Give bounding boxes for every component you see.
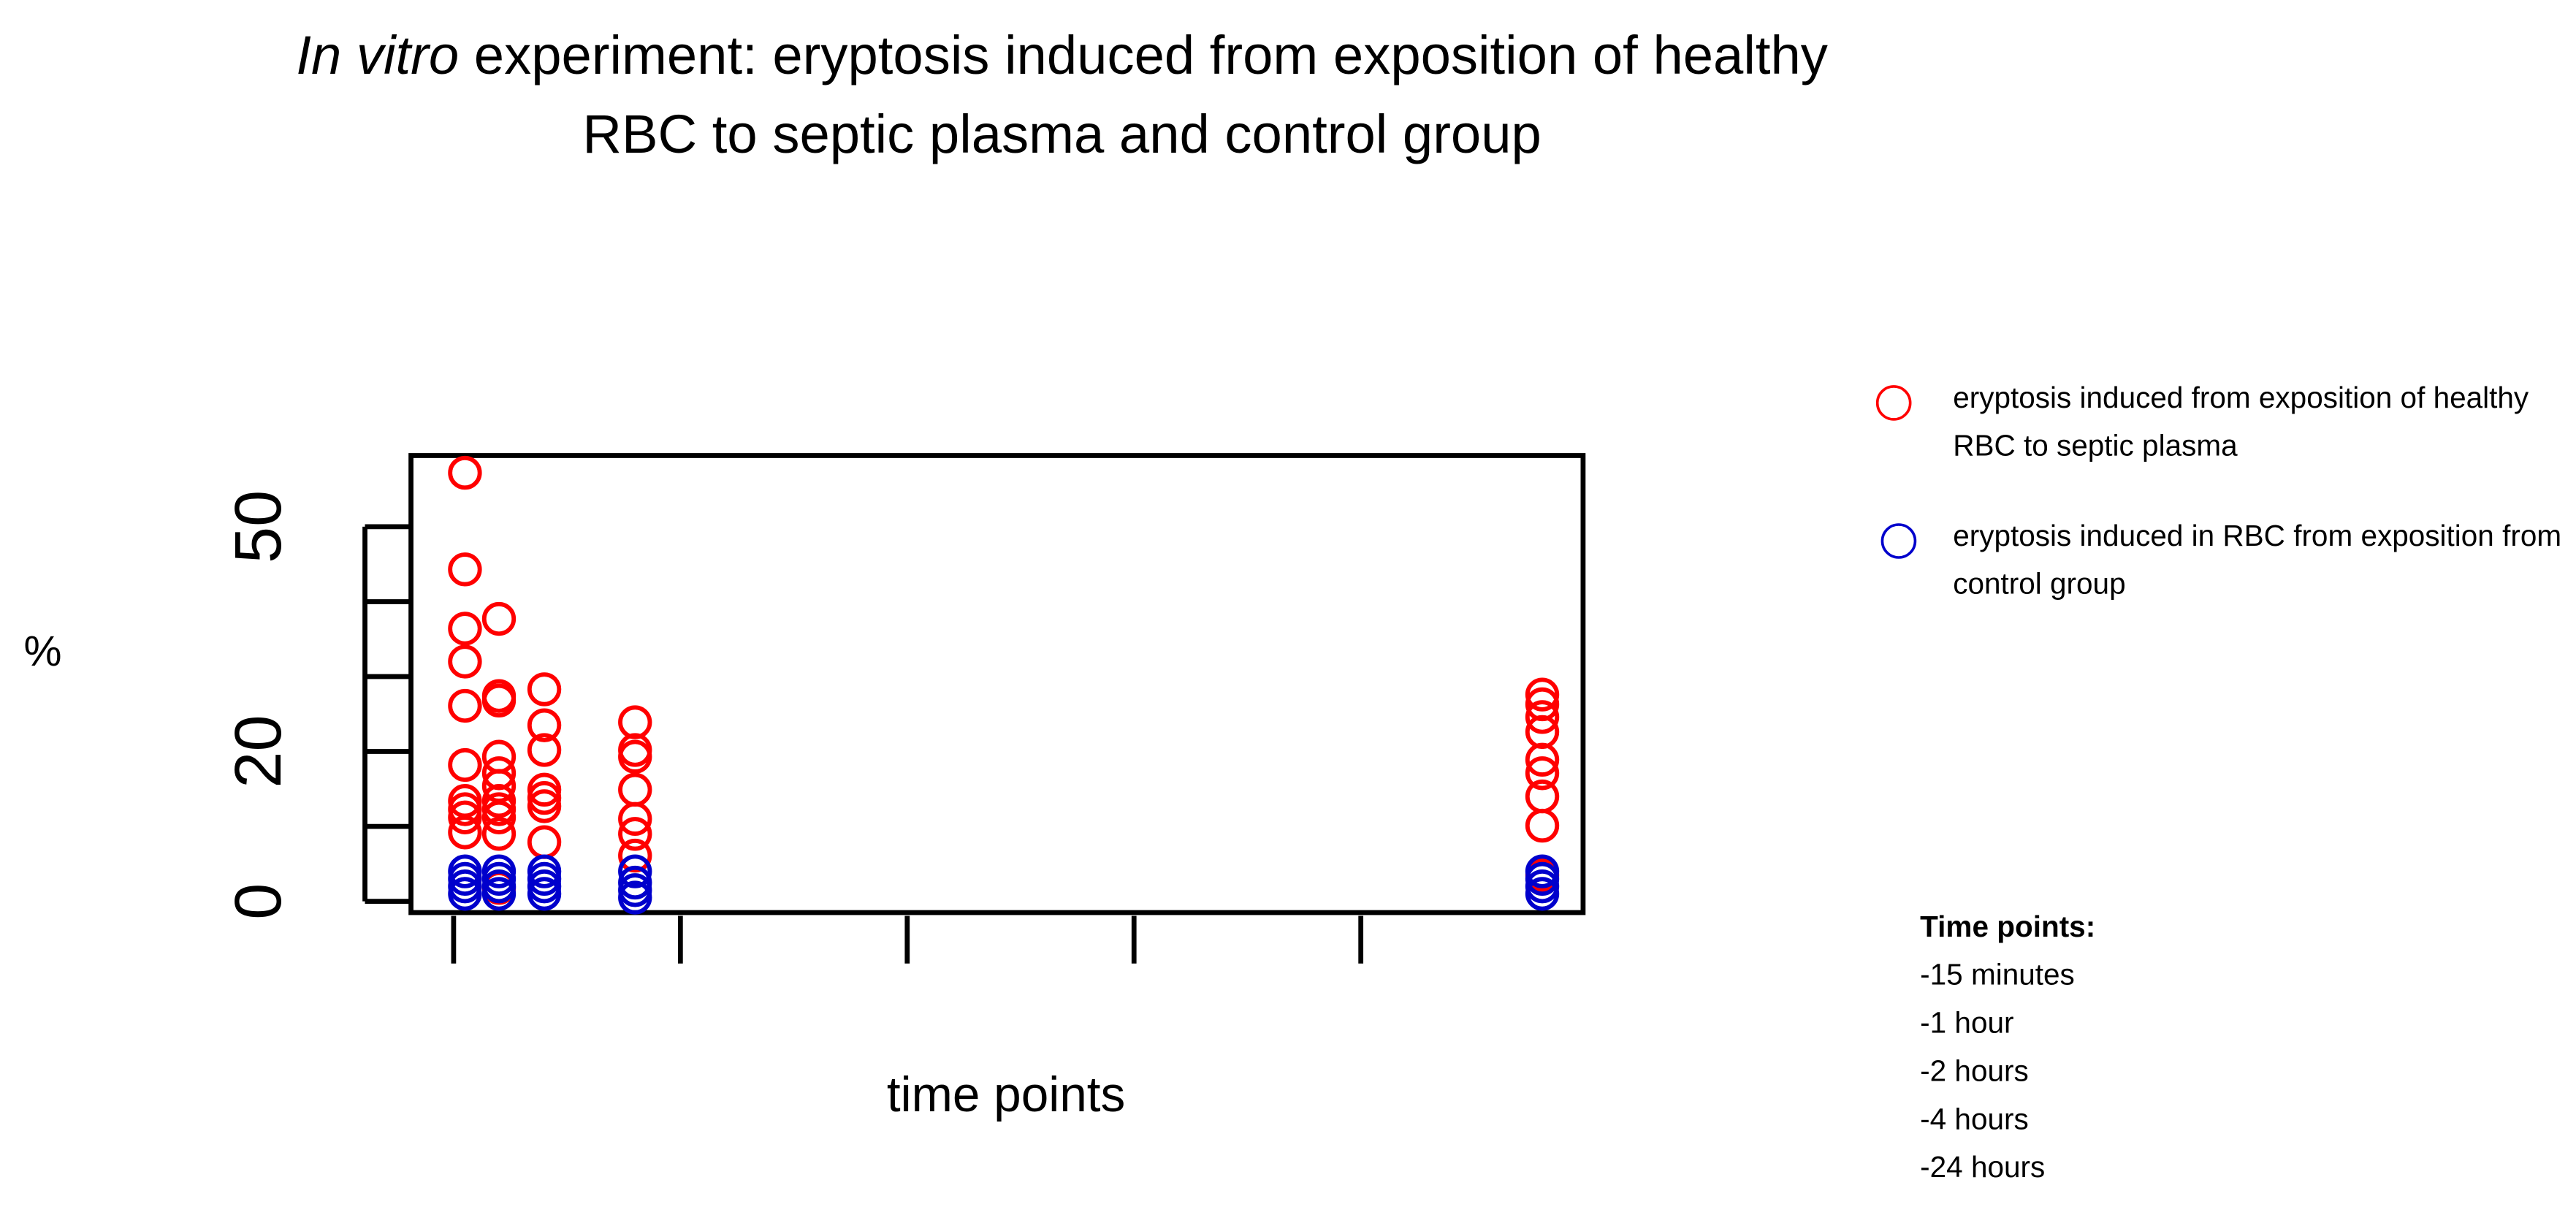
data-point	[618, 733, 652, 767]
data-point	[481, 800, 517, 834]
data-point	[527, 789, 562, 823]
data-point	[481, 784, 517, 818]
data-point	[448, 800, 482, 834]
chart-title: RBC to septic plasma and control group	[582, 104, 1541, 164]
data-point	[1525, 742, 1560, 777]
data-point	[481, 792, 517, 826]
y-tick-label: 50	[222, 490, 295, 563]
legend-entry: eryptosis induced in RBC from exposition…	[1953, 519, 2562, 601]
y-tick-label: 0	[222, 883, 295, 920]
legend-label: eryptosis induced from exposition of hea…	[1953, 381, 2529, 462]
note-heading: Time points:	[1920, 910, 2095, 943]
note-item: -4 hours	[1920, 1102, 2029, 1135]
note-item: -15 minutes	[1920, 957, 2075, 991]
data-point	[448, 792, 482, 826]
data-point	[448, 612, 482, 646]
data-point	[618, 854, 652, 888]
data-point	[1525, 677, 1560, 712]
note-item: -2 hours	[1920, 1054, 2029, 1087]
y-tick-label: 20	[222, 715, 295, 788]
data-point	[618, 705, 652, 739]
data-point	[481, 601, 517, 636]
data-point	[1525, 700, 1560, 734]
legend-entry: eryptosis induced from exposition of hea…	[1953, 381, 2529, 462]
title-italic: In vitro	[296, 25, 459, 85]
data-point	[618, 772, 652, 807]
data-point	[448, 854, 482, 888]
data-point	[527, 733, 562, 767]
data-point	[448, 644, 482, 679]
data-point	[448, 815, 482, 850]
plot-frame	[408, 453, 1586, 915]
x-axis-label: time points	[887, 1067, 1125, 1122]
data-point	[618, 802, 652, 837]
data-point	[618, 739, 652, 774]
data-point	[527, 854, 562, 888]
data-point	[1525, 756, 1560, 791]
data-point	[448, 552, 482, 587]
data-point	[527, 672, 562, 707]
note-item: -24 hours	[1920, 1150, 2045, 1184]
data-point	[527, 708, 562, 742]
data-point	[448, 747, 482, 783]
data-point	[618, 838, 652, 873]
legend-marker	[1880, 523, 1917, 559]
title-line: experiment: eryptosis induced from expos…	[459, 25, 1828, 85]
data-point	[448, 688, 482, 723]
data-point	[481, 683, 517, 717]
data-point	[618, 865, 652, 900]
data-point	[1525, 808, 1560, 843]
legend-label: eryptosis induced in RBC from exposition…	[1953, 519, 2562, 601]
data-point	[448, 455, 482, 490]
y-axis-label: %	[23, 628, 61, 675]
legend-marker	[1875, 385, 1912, 421]
data-point	[527, 825, 562, 859]
data-point	[618, 817, 652, 851]
chart-title: In vitro experiment: eryptosis induced f…	[296, 25, 1828, 85]
note-item: -1 hour	[1920, 1005, 2013, 1039]
data-point	[527, 772, 562, 807]
data-point	[481, 817, 517, 851]
data-point	[527, 780, 562, 815]
data-point	[1525, 854, 1560, 888]
data-point	[481, 854, 517, 888]
